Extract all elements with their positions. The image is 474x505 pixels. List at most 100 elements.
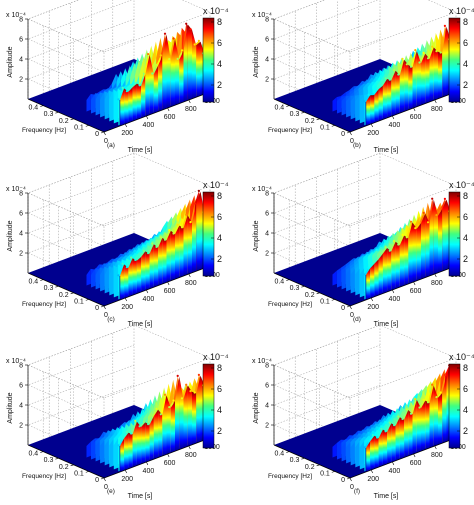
y-tick-label: 0.4 (28, 105, 38, 112)
data-point (371, 93, 374, 96)
data-point (414, 398, 417, 401)
data-point (121, 262, 124, 265)
x-tick (349, 131, 352, 136)
data-point (147, 53, 150, 56)
grid-line (27, 344, 135, 419)
data-point (443, 197, 446, 200)
data-point (185, 213, 188, 216)
surface-front (412, 399, 417, 455)
x-axis (103, 265, 211, 307)
z-tick-label: 6 (19, 37, 23, 44)
x-tick (392, 461, 395, 466)
data-point (431, 45, 434, 48)
data-point (376, 436, 379, 439)
data-point (134, 258, 137, 261)
x-tick-label: 400 (143, 468, 155, 475)
y-tick (100, 305, 105, 308)
data-point (197, 373, 200, 376)
x-tick (103, 305, 106, 310)
y-axis (27, 98, 105, 133)
surface-ribbon (341, 269, 346, 290)
z-axis-label: Amplitude (253, 220, 260, 251)
surface-ribbon (346, 442, 351, 464)
surface-front (421, 53, 426, 106)
surface-front (192, 29, 197, 99)
data-point (405, 408, 408, 411)
x-tick (434, 273, 437, 278)
box-edge (27, 152, 211, 227)
data-point (185, 22, 188, 25)
y-axis-label: Frequency [Hz] (22, 127, 66, 134)
y-tick-label: 0.2 (305, 292, 315, 299)
colorbar-exponent-label: x 10⁻⁴ (203, 6, 229, 16)
surface-front (395, 70, 400, 115)
surface-ribbon (91, 268, 96, 288)
surface-ribbon (359, 441, 365, 470)
surface-front (179, 51, 184, 104)
z-exponent-label: x 10⁻⁴ (6, 186, 26, 193)
y-tick (100, 477, 105, 480)
data-point (384, 77, 387, 80)
surface-front (421, 213, 426, 280)
colorbar-tick-label: 6 (463, 384, 468, 394)
x-tick-label: 800 (431, 106, 443, 113)
x-tick-label: 400 (143, 296, 155, 303)
x-tick-label: 0 (350, 312, 354, 319)
x-tick (370, 297, 373, 302)
surface-ribbon (346, 269, 351, 292)
surface-front (399, 59, 405, 114)
surface-front (425, 53, 430, 104)
surface-ribbon (104, 266, 109, 294)
surface-front (170, 401, 175, 453)
data-point (142, 72, 145, 75)
x-axis (349, 437, 457, 479)
data-point (431, 383, 434, 386)
surface-ribbon (100, 440, 105, 464)
colorbar-tick-label: 8 (463, 191, 468, 201)
surface-front (119, 264, 125, 300)
data-point (197, 39, 200, 43)
data-point (439, 207, 442, 210)
surface-front (192, 204, 197, 273)
data-point (435, 50, 438, 53)
surface-front (365, 441, 371, 472)
data-point (443, 24, 446, 27)
surface-front (183, 215, 188, 276)
data-point (401, 233, 404, 236)
z-tick-label: 2 (19, 423, 23, 430)
data-point (168, 229, 171, 232)
y-axis-label: Frequency [Hz] (268, 473, 312, 480)
surface-front (378, 253, 383, 296)
surface-front (433, 47, 438, 101)
surface-ribbon (355, 268, 360, 296)
surface-ribbon (359, 95, 365, 124)
x-tick (188, 445, 191, 450)
x-tick-label: 400 (143, 122, 155, 129)
data-point (443, 373, 446, 376)
data-point (138, 255, 141, 258)
y-axis (273, 98, 351, 133)
surface-front (145, 251, 150, 291)
y-tick (331, 471, 335, 473)
panel-label: (c) (107, 316, 115, 323)
z-axis-label: Amplitude (253, 392, 260, 423)
data-point (155, 63, 158, 66)
x-tick-label: 200 (121, 130, 133, 137)
surface-ribbon (113, 438, 119, 470)
x-tick-label: 600 (410, 460, 422, 467)
data-point (397, 73, 400, 76)
colorbar-tick-label: 6 (217, 212, 222, 222)
surface-ribbon (95, 440, 100, 462)
x-tick (167, 281, 170, 286)
z-tick-label: 8 (19, 17, 23, 24)
x-tick-label: 600 (164, 114, 176, 121)
data-point (401, 417, 404, 420)
y-tick (346, 477, 351, 480)
x-tick (370, 123, 373, 128)
x-tick (167, 453, 170, 458)
box-edge (273, 324, 457, 399)
data-point (393, 240, 396, 243)
x-axis-label: Time [s] (128, 147, 153, 154)
y-tick-label: 0.2 (305, 464, 315, 471)
